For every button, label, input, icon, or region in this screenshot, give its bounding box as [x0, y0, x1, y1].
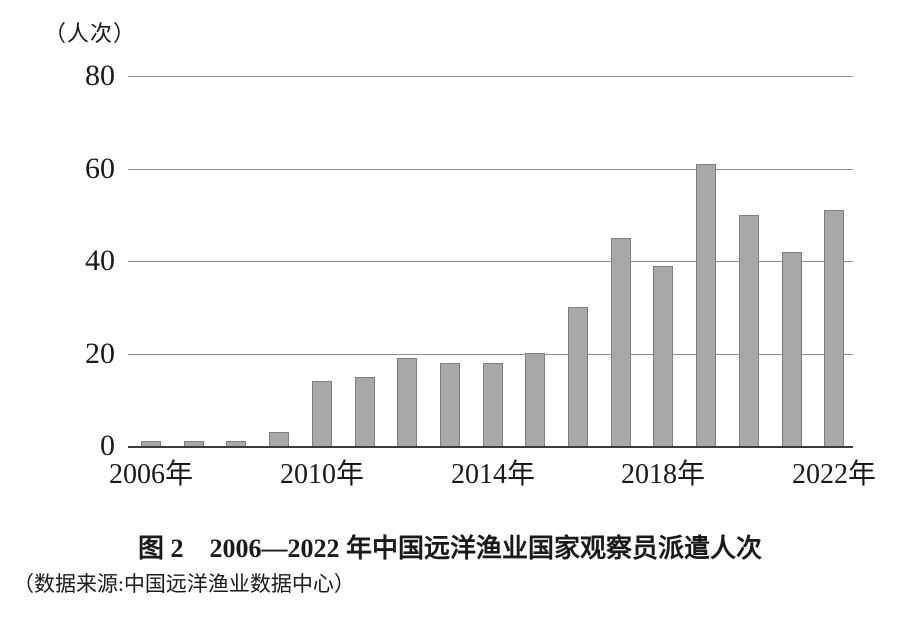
bar-2013年 — [440, 363, 460, 446]
bar-2016年 — [568, 307, 588, 446]
y-tick-label-20: 20 — [85, 337, 115, 370]
chart-title: 图 2 2006—2022 年中国远洋渔业国家观察员派遣人次 — [137, 534, 762, 563]
x-tick-label-2006年: 2006年 — [108, 459, 193, 490]
bar-2018年 — [653, 266, 673, 446]
bar-2020年 — [739, 215, 759, 446]
x-axis-line — [128, 446, 853, 448]
y-gridline-40 — [128, 261, 853, 262]
bar-2009年 — [269, 432, 289, 446]
x-tick-label-2018年: 2018年 — [620, 459, 705, 490]
y-gridline-60 — [128, 169, 853, 170]
y-gridline-20 — [128, 354, 853, 355]
bar-2014年 — [483, 363, 503, 446]
x-tick-label-2014年: 2014年 — [450, 459, 535, 490]
bar-2015年 — [525, 353, 545, 446]
bar-2008年 — [226, 441, 246, 446]
bar-2007年 — [184, 441, 204, 446]
data-source-note: （数据来源:中国远洋渔业数据中心） — [13, 572, 355, 596]
y-tick-label-0: 0 — [100, 429, 115, 462]
x-tick-label-2010年: 2010年 — [279, 459, 364, 490]
bar-2010年 — [312, 381, 332, 446]
bar-2021年 — [782, 252, 802, 446]
bar-2019年 — [696, 164, 716, 446]
y-gridline-80 — [128, 76, 853, 77]
x-tick-label-2022年: 2022年 — [791, 459, 876, 490]
bar-2012年 — [397, 358, 417, 446]
bar-2006年 — [141, 441, 161, 446]
y-axis-unit-label: （人次） — [44, 21, 137, 46]
bar-2011年 — [355, 377, 375, 446]
bar-2017年 — [611, 238, 631, 446]
y-tick-label-80: 80 — [85, 59, 115, 92]
y-tick-label-60: 60 — [85, 152, 115, 185]
bar-2022年 — [824, 210, 844, 446]
y-tick-label-40: 40 — [85, 244, 115, 277]
